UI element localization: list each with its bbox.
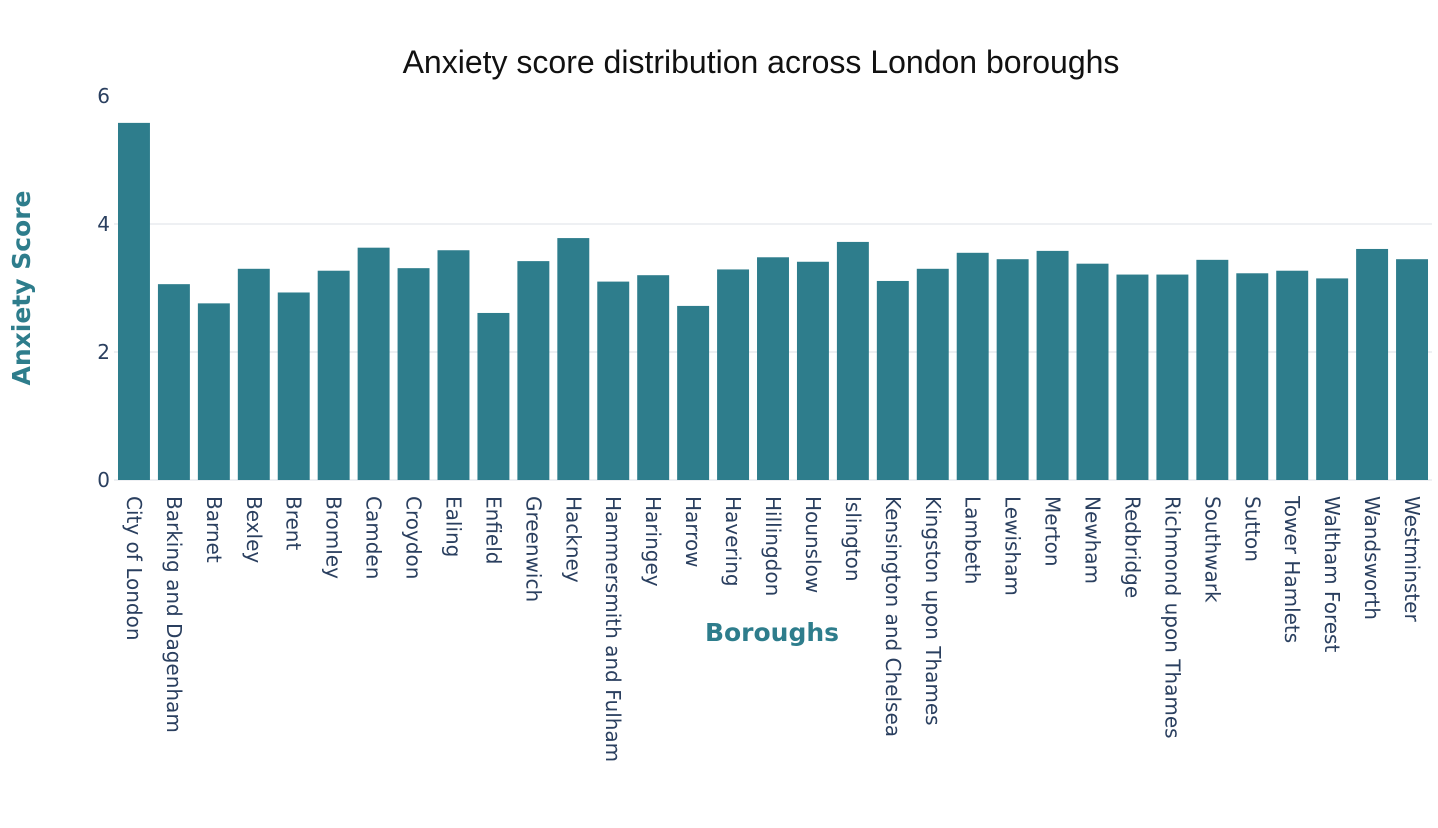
x-tick-label: Lambeth [961, 496, 985, 584]
y-tick-label: 2 [97, 340, 110, 364]
x-tick-label: Brent [282, 496, 306, 550]
x-tick-label: Camden [362, 496, 386, 579]
bar [876, 280, 909, 480]
x-tick-label: Islington [841, 496, 865, 582]
x-tick-label: Barking and Dagenham [162, 496, 186, 733]
bar [1236, 273, 1269, 480]
y-tick-label: 4 [97, 212, 110, 236]
bar [437, 250, 470, 480]
x-tick-label: Westminster [1400, 496, 1424, 622]
x-tick-label: Harrow [681, 496, 705, 568]
bar [1036, 250, 1069, 480]
x-tick-label: Richmond upon Thames [1160, 496, 1184, 739]
bar [1396, 259, 1429, 480]
bar [1116, 274, 1149, 480]
x-tick-labels: City of London Barking and Dagenham Barnet… [122, 495, 1424, 762]
x-tick-label: Redbridge [1120, 496, 1144, 598]
x-tick-label: Tower Hamlets [1280, 495, 1304, 643]
bar [1316, 278, 1349, 480]
x-tick-label: Barnet [202, 496, 226, 563]
bar [956, 252, 989, 480]
x-tick-label: Hackney [561, 496, 585, 583]
x-tick-label: Merton [1041, 496, 1065, 567]
x-tick-label: Enfield [481, 496, 505, 564]
bar [637, 275, 670, 480]
bar [357, 247, 390, 480]
bar [1196, 259, 1229, 480]
bar [996, 259, 1029, 480]
x-tick-label: Hammersmith and Fulham [601, 496, 625, 762]
bar [597, 281, 630, 480]
x-tick-label: Hillingdon [761, 496, 785, 596]
y-tick-label: 6 [97, 84, 110, 108]
x-tick-label: Sutton [1240, 496, 1264, 562]
x-tick-label: Havering [721, 496, 745, 587]
bar [237, 268, 270, 480]
x-tick-label: Southwark [1200, 496, 1224, 603]
x-tick-label: Bexley [242, 496, 266, 563]
bar [277, 292, 310, 480]
x-tick-label: Croydon [402, 496, 426, 579]
x-tick-label: Waltham Forest [1320, 496, 1344, 652]
x-tick-label: Wandsworth [1360, 496, 1384, 620]
bar [1076, 263, 1109, 480]
x-tick-label: Kingston upon Thames [921, 496, 945, 726]
x-tick-label: City of London [122, 496, 146, 641]
bar [757, 257, 789, 480]
x-tick-label: Haringey [641, 496, 665, 587]
bar [1356, 248, 1389, 480]
bar [557, 238, 590, 480]
bar [1276, 270, 1309, 480]
bar [317, 270, 350, 480]
chart-title: Anxiety score distribution across London… [403, 44, 1120, 80]
x-tick-label: Kensington and Chelsea [881, 496, 905, 737]
bar [916, 268, 949, 480]
bar [796, 261, 829, 480]
bar [677, 305, 710, 480]
bar [517, 261, 550, 480]
x-tick-label: Hounslow [801, 496, 825, 593]
x-tick-label: Bromley [322, 496, 346, 579]
bar [717, 269, 750, 480]
bar [117, 122, 150, 480]
y-tick-label: 0 [97, 468, 110, 492]
bar [157, 284, 190, 480]
bar [397, 268, 430, 480]
x-tick-label: Ealing [441, 496, 465, 557]
bar [197, 303, 230, 480]
bar [836, 241, 869, 480]
bar [477, 312, 510, 480]
y-tick-labels: 0 2 4 6 [97, 84, 110, 492]
x-axis-title: Boroughs [705, 618, 839, 647]
bars [117, 122, 1429, 480]
x-tick-label: Greenwich [521, 496, 545, 602]
x-tick-label: Lewisham [1001, 496, 1025, 596]
bar [1156, 274, 1189, 480]
x-tick-label: Newham [1081, 496, 1105, 584]
y-axis-title: Anxiety Score [7, 190, 36, 385]
